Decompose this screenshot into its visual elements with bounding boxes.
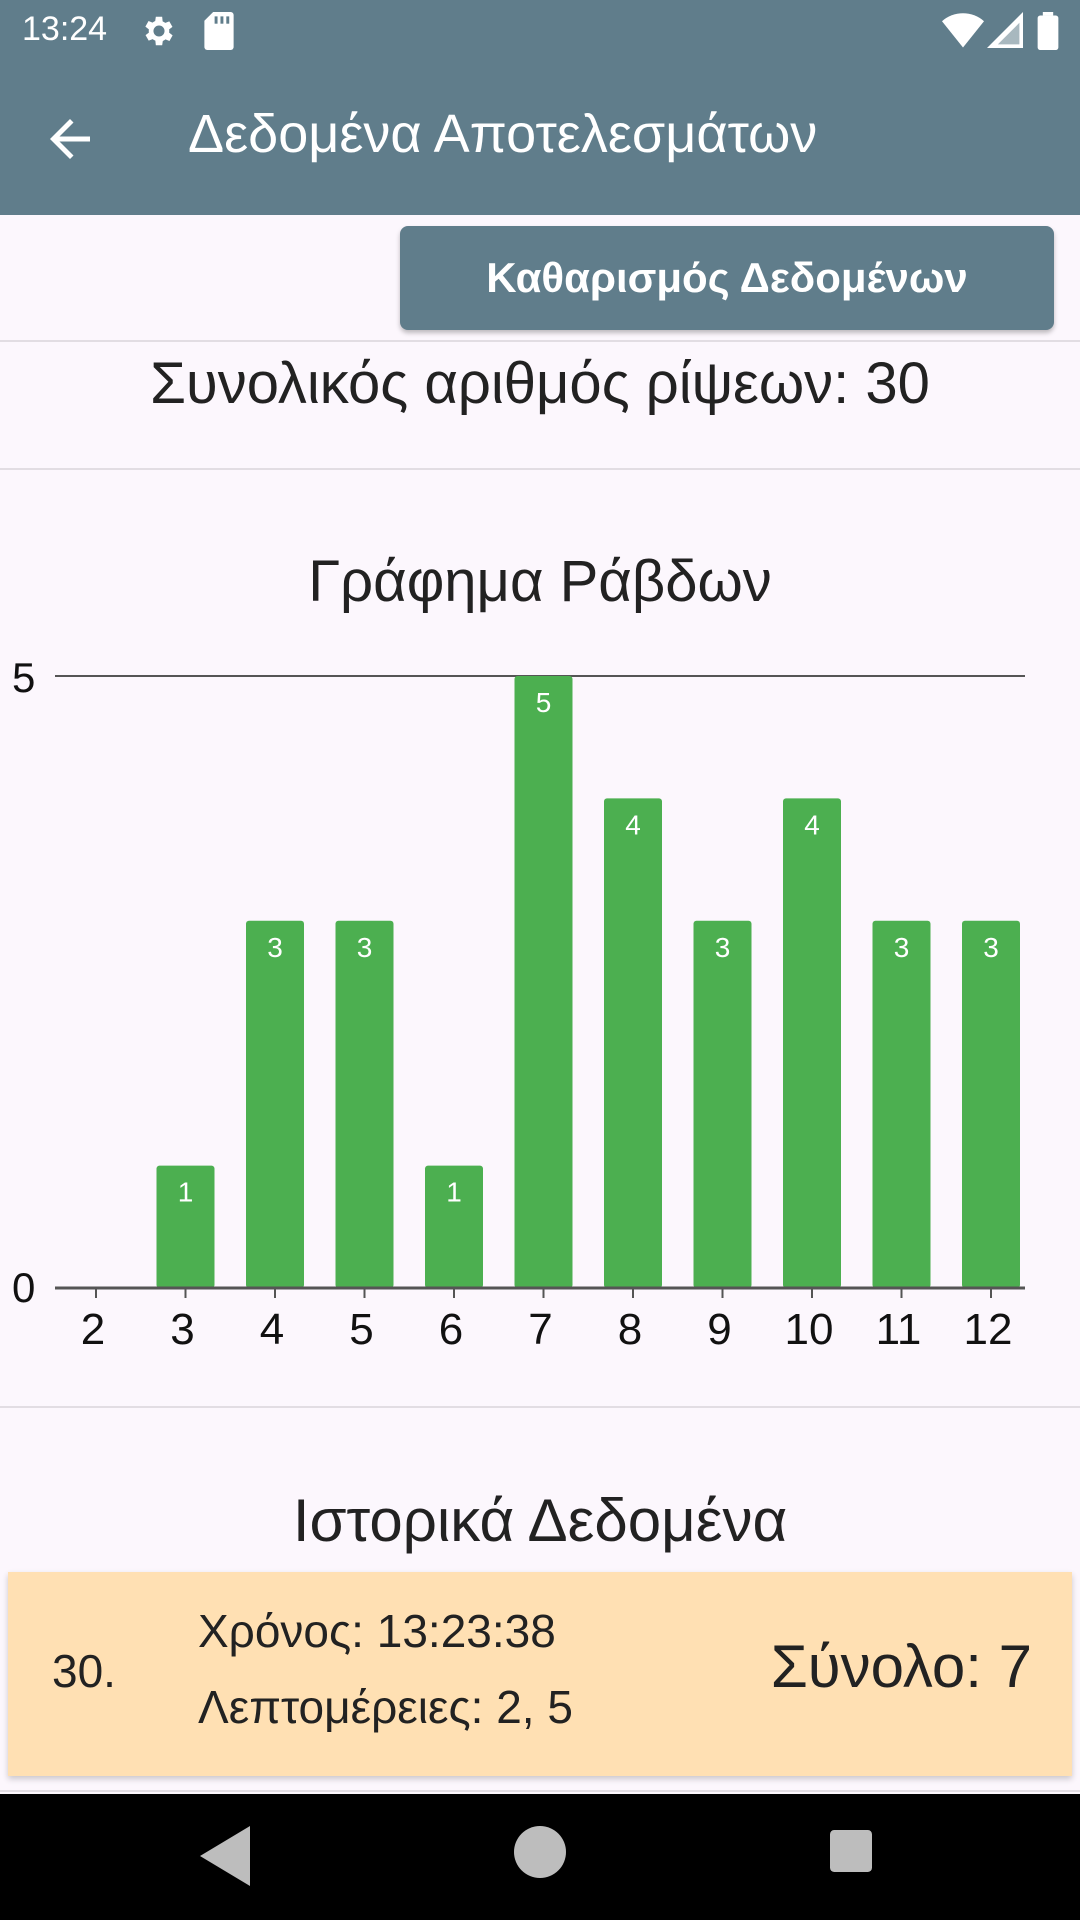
status-bar: 13:24 <box>0 0 1080 63</box>
y-tick-label: 5 <box>12 654 35 701</box>
bar-value-label: 1 <box>178 1177 194 1208</box>
divider <box>0 468 1080 470</box>
bar-11 <box>872 920 931 1288</box>
signal-icon <box>987 12 1023 48</box>
app-bar: Δεδομένα Αποτελεσμάτων <box>0 63 1080 215</box>
bar-4 <box>246 920 304 1288</box>
gear-icon <box>145 16 173 46</box>
divider <box>0 1790 1080 1792</box>
page-title: Δεδομένα Αποτελεσμάτων <box>188 104 818 164</box>
history-entry-sum: Σύνολο: 7 <box>770 1633 1032 1700</box>
bar-value-label: 3 <box>894 932 910 963</box>
nav-recents-icon[interactable] <box>830 1830 872 1872</box>
x-tick-label: 3 <box>170 1305 194 1354</box>
chart-title: Γράφημα Ράβδων <box>308 549 772 614</box>
bar-value-label: 3 <box>357 932 373 963</box>
bar-12 <box>962 920 1020 1288</box>
bar-10 <box>783 798 841 1288</box>
bar-8 <box>604 798 662 1288</box>
x-tick-label: 11 <box>876 1305 922 1354</box>
battery-icon <box>1037 12 1059 50</box>
history-title: Ιστορικά Δεδομένα <box>292 1487 788 1554</box>
history-entry-details: Λεπτομέρειες: 2, 5 <box>198 1681 573 1733</box>
nav-back-icon[interactable] <box>200 1826 250 1886</box>
sd-card-icon <box>204 12 234 50</box>
bar-5 <box>335 920 394 1288</box>
bar-7 <box>514 676 573 1288</box>
bar-3 <box>156 1165 215 1288</box>
x-tick-label: 6 <box>439 1305 463 1354</box>
history-entry[interactable]: 30. Χρόνος: 13:23:38 Λεπτομέρειες: 2, 5 … <box>8 1572 1072 1776</box>
x-tick-label: 12 <box>964 1305 1013 1354</box>
x-tick-label: 2 <box>81 1305 105 1354</box>
clear-data-button[interactable]: Καθαρισμός Δεδομένων <box>400 226 1054 330</box>
bar-value-label: 5 <box>536 687 552 718</box>
bar-value-label: 4 <box>625 809 641 840</box>
history-entry-index: 30. <box>52 1645 116 1697</box>
nav-home-icon[interactable] <box>514 1826 566 1878</box>
x-tick-label: 8 <box>618 1305 642 1354</box>
bar-value-label: 3 <box>267 932 283 963</box>
arrow-back-icon[interactable] <box>40 109 100 169</box>
bar-9 <box>693 920 752 1288</box>
bar-value-label: 4 <box>804 809 820 840</box>
total-rolls-text: Συνολικός αριθμός ρίψεων: 30 <box>150 351 930 416</box>
status-time: 13:24 <box>22 10 108 48</box>
x-tick-label: 10 <box>785 1305 834 1354</box>
x-tick-label: 4 <box>260 1305 284 1354</box>
bar-value-label: 3 <box>983 932 999 963</box>
bar-value-label: 1 <box>446 1177 462 1208</box>
history-entry-time: Χρόνος: 13:23:38 <box>198 1605 556 1657</box>
divider <box>0 1406 1080 1408</box>
navigation-bar <box>0 1794 1080 1920</box>
bar-chart: 2 1 3 3 4 3 5 1 6 5 7 4 8 3 9 4 10 3 11 3 12 0 5 <box>12 654 1025 1354</box>
x-tick-label: 7 <box>528 1305 552 1354</box>
bar-value-label: 3 <box>715 932 731 963</box>
divider <box>0 340 1080 342</box>
bar-6 <box>425 1165 483 1288</box>
x-tick-label: 9 <box>707 1305 731 1354</box>
x-tick-label: 5 <box>349 1305 373 1354</box>
wifi-icon <box>942 13 984 48</box>
y-tick-label: 0 <box>12 1264 35 1311</box>
